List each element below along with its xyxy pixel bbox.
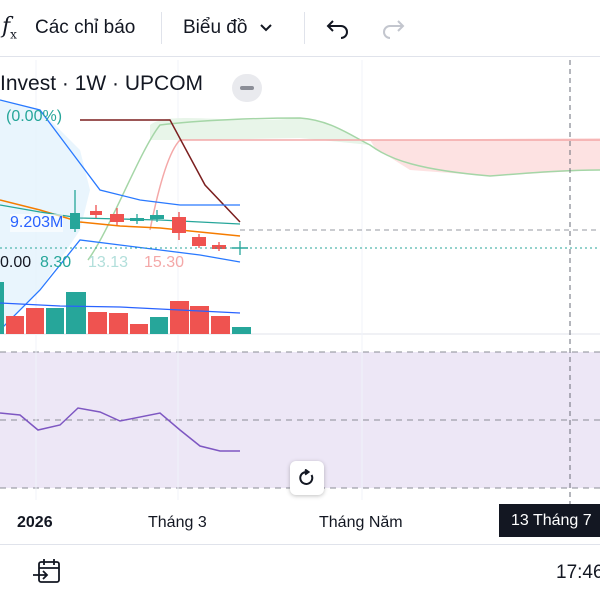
volume-bar <box>26 308 44 334</box>
indicator-value-4: 15.30 <box>144 254 185 271</box>
toolbar-border <box>0 56 600 57</box>
indicator-value-1: 0.00 <box>0 254 32 271</box>
bollinger-upper <box>0 99 240 206</box>
chart-type-label: Biểu đồ <box>183 17 248 38</box>
chevron-down-icon <box>260 24 273 32</box>
cloud-span-b <box>149 139 600 231</box>
toolbar-divider <box>304 12 305 44</box>
xaxis-label-march: Tháng 3 <box>148 514 207 531</box>
undo-icon[interactable] <box>325 16 351 40</box>
chart-type-button[interactable]: Biểu đồ <box>183 0 273 56</box>
toolbar-divider <box>161 12 162 44</box>
collapse-legend-button[interactable] <box>232 74 262 102</box>
volume-bar <box>170 301 189 334</box>
volume-bar <box>150 317 168 334</box>
volume-bar <box>6 316 24 334</box>
reset-icon <box>299 469 314 485</box>
function-icon: fx <box>2 14 17 42</box>
top-toolbar: fx Các chỉ báo Biểu đồ <box>0 0 600 56</box>
redo-icon[interactable] <box>380 16 406 40</box>
volume-bar <box>66 292 86 334</box>
volume-ma-line <box>0 302 241 314</box>
clock-time[interactable]: 17:46 <box>556 562 600 583</box>
reset-chart-button[interactable] <box>290 461 324 495</box>
crosshair-date-badge: 13 Tháng 7 <box>499 504 600 537</box>
chikou-line <box>80 119 241 223</box>
volume-bar <box>232 327 251 334</box>
price-change-value: (0.00%) <box>6 108 63 125</box>
volume-bar <box>46 308 64 334</box>
indicators-button[interactable]: fx <box>2 0 17 56</box>
cloud-red <box>370 138 600 176</box>
volume-value: 9.203M <box>10 214 64 232</box>
cloud-green <box>150 118 370 145</box>
volume-bar <box>109 313 128 334</box>
volume-bar <box>211 316 230 334</box>
volume-bar <box>190 306 209 334</box>
bottom-toolbar <box>0 544 600 601</box>
rsi-line <box>0 407 240 452</box>
indicator-value-2: 8.30 <box>40 254 72 271</box>
bollinger-lower <box>0 239 241 331</box>
xaxis-label-may: Tháng Năm <box>319 514 403 531</box>
cloud-span-a <box>87 117 600 261</box>
volume-bar <box>0 282 4 334</box>
candles <box>70 190 248 255</box>
go-to-date-icon[interactable] <box>32 558 62 586</box>
indicators-label[interactable]: Các chỉ báo <box>35 17 136 38</box>
volume-bar <box>88 312 107 334</box>
volume-bar <box>130 324 148 334</box>
indicator-value-3: 13.13 <box>88 254 129 271</box>
symbol-legend-title[interactable]: Invest · 1W · UPCOM <box>0 72 204 95</box>
xaxis-label-2026: 2026 <box>17 514 53 531</box>
moving-average <box>0 199 241 237</box>
